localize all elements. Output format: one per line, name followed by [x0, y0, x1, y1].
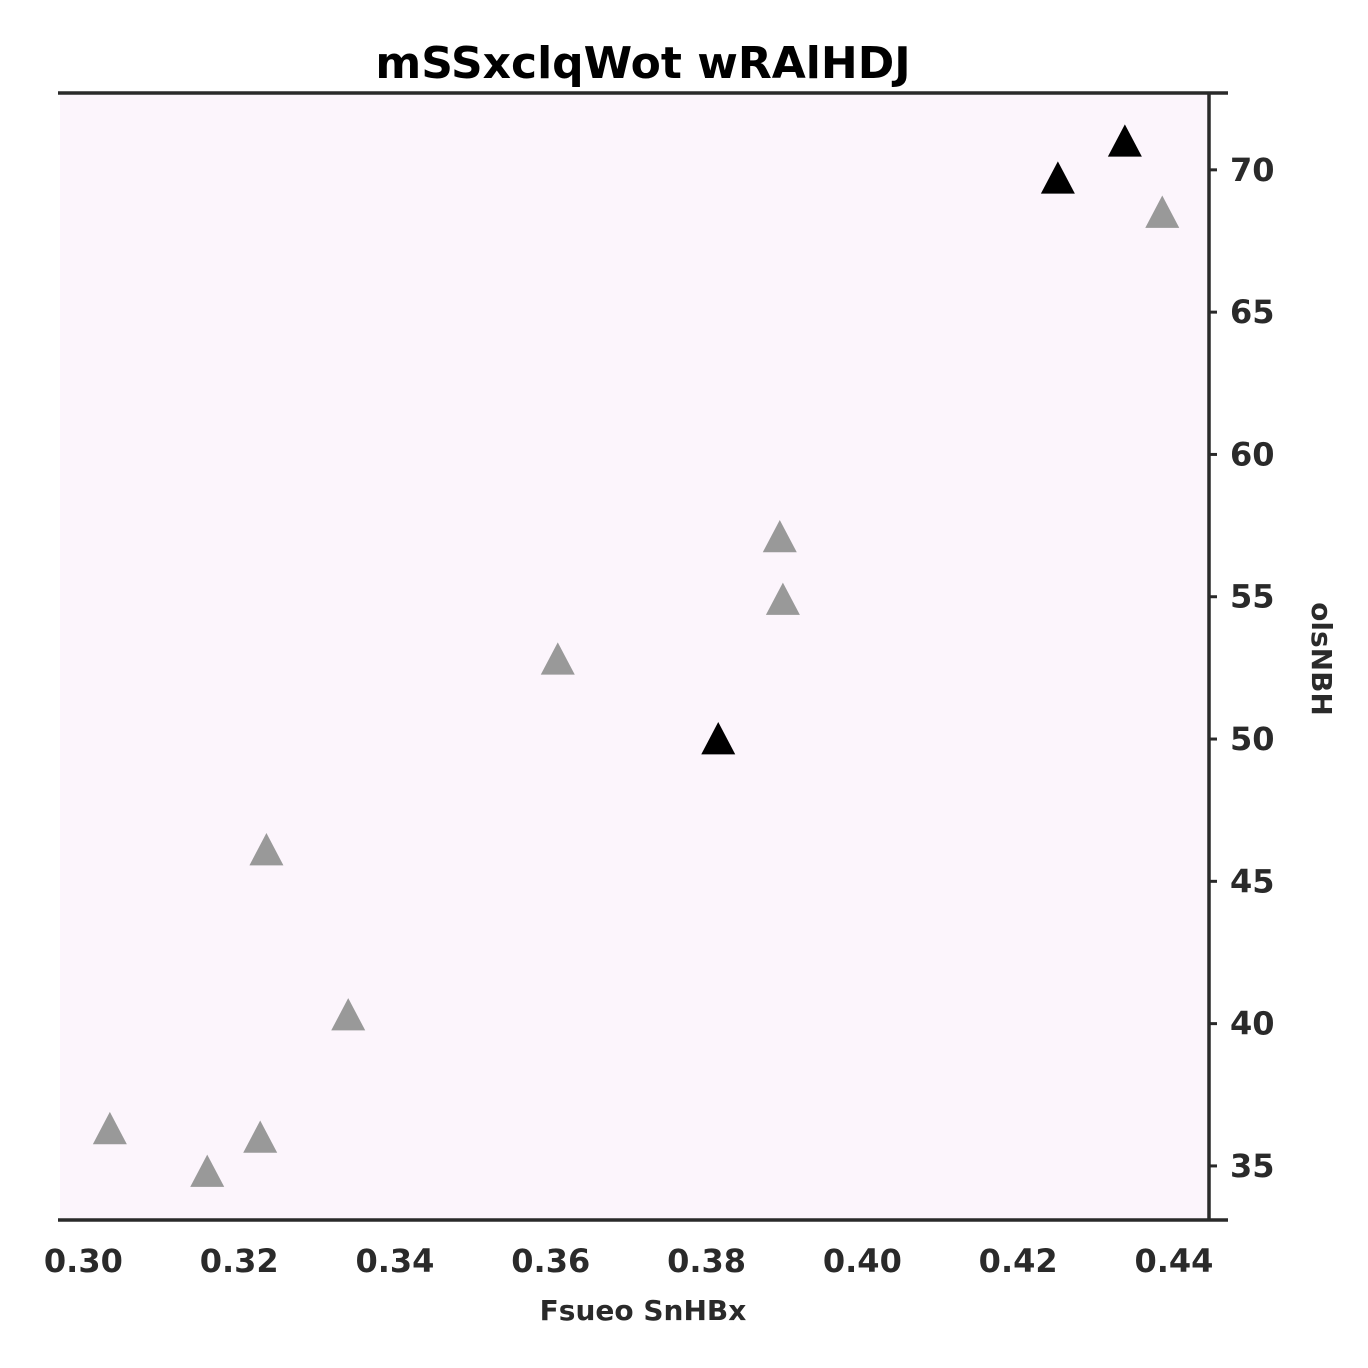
- data-point: [701, 722, 736, 755]
- y-axis-ticks: 35 40 45 50 55 60 65 70: [1209, 151, 1275, 1185]
- x-tick-label: 0.36: [511, 1242, 590, 1280]
- x-tick-label: 0.32: [200, 1242, 279, 1280]
- y-tick-label: 40: [1230, 1005, 1275, 1043]
- y-tick-label: 55: [1230, 578, 1275, 616]
- x-tick-label: 0.44: [1134, 1242, 1213, 1280]
- data-point: [765, 582, 800, 615]
- y-axis-label: olsNBH: [1305, 602, 1338, 716]
- x-tick-label: 0.40: [823, 1242, 902, 1280]
- x-tick-label: 0.34: [355, 1242, 434, 1280]
- data-point: [540, 642, 575, 675]
- y-tick-label: 60: [1230, 435, 1275, 473]
- y-tick-label: 50: [1230, 720, 1275, 758]
- chart-title: mSSxclqWot wRAlHDJ: [375, 38, 910, 89]
- y-tick-label: 45: [1230, 862, 1275, 900]
- data-point: [190, 1154, 225, 1187]
- y-tick-label: 70: [1230, 151, 1275, 189]
- x-axis-label: Fsueo SnHBx: [540, 1294, 747, 1327]
- data-point: [1145, 195, 1180, 228]
- y-tick-label: 35: [1230, 1147, 1275, 1185]
- data-points: [92, 124, 1180, 1187]
- x-tick-label: 0.38: [667, 1242, 746, 1280]
- x-tick-label: 0.30: [44, 1242, 123, 1280]
- data-point: [92, 1111, 127, 1145]
- data-point: [1040, 161, 1075, 194]
- data-point: [1107, 124, 1142, 157]
- data-point: [762, 519, 797, 553]
- x-axis-ticks: 0.30 0.32 0.34 0.36 0.38 0.40 0.42 0.44: [44, 1242, 1214, 1280]
- data-point: [243, 1120, 278, 1153]
- plot-background: [60, 93, 1209, 1220]
- data-point: [331, 998, 366, 1031]
- x-tick-label: 0.42: [979, 1242, 1058, 1280]
- y-tick-label: 65: [1230, 293, 1275, 331]
- data-point: [249, 833, 284, 866]
